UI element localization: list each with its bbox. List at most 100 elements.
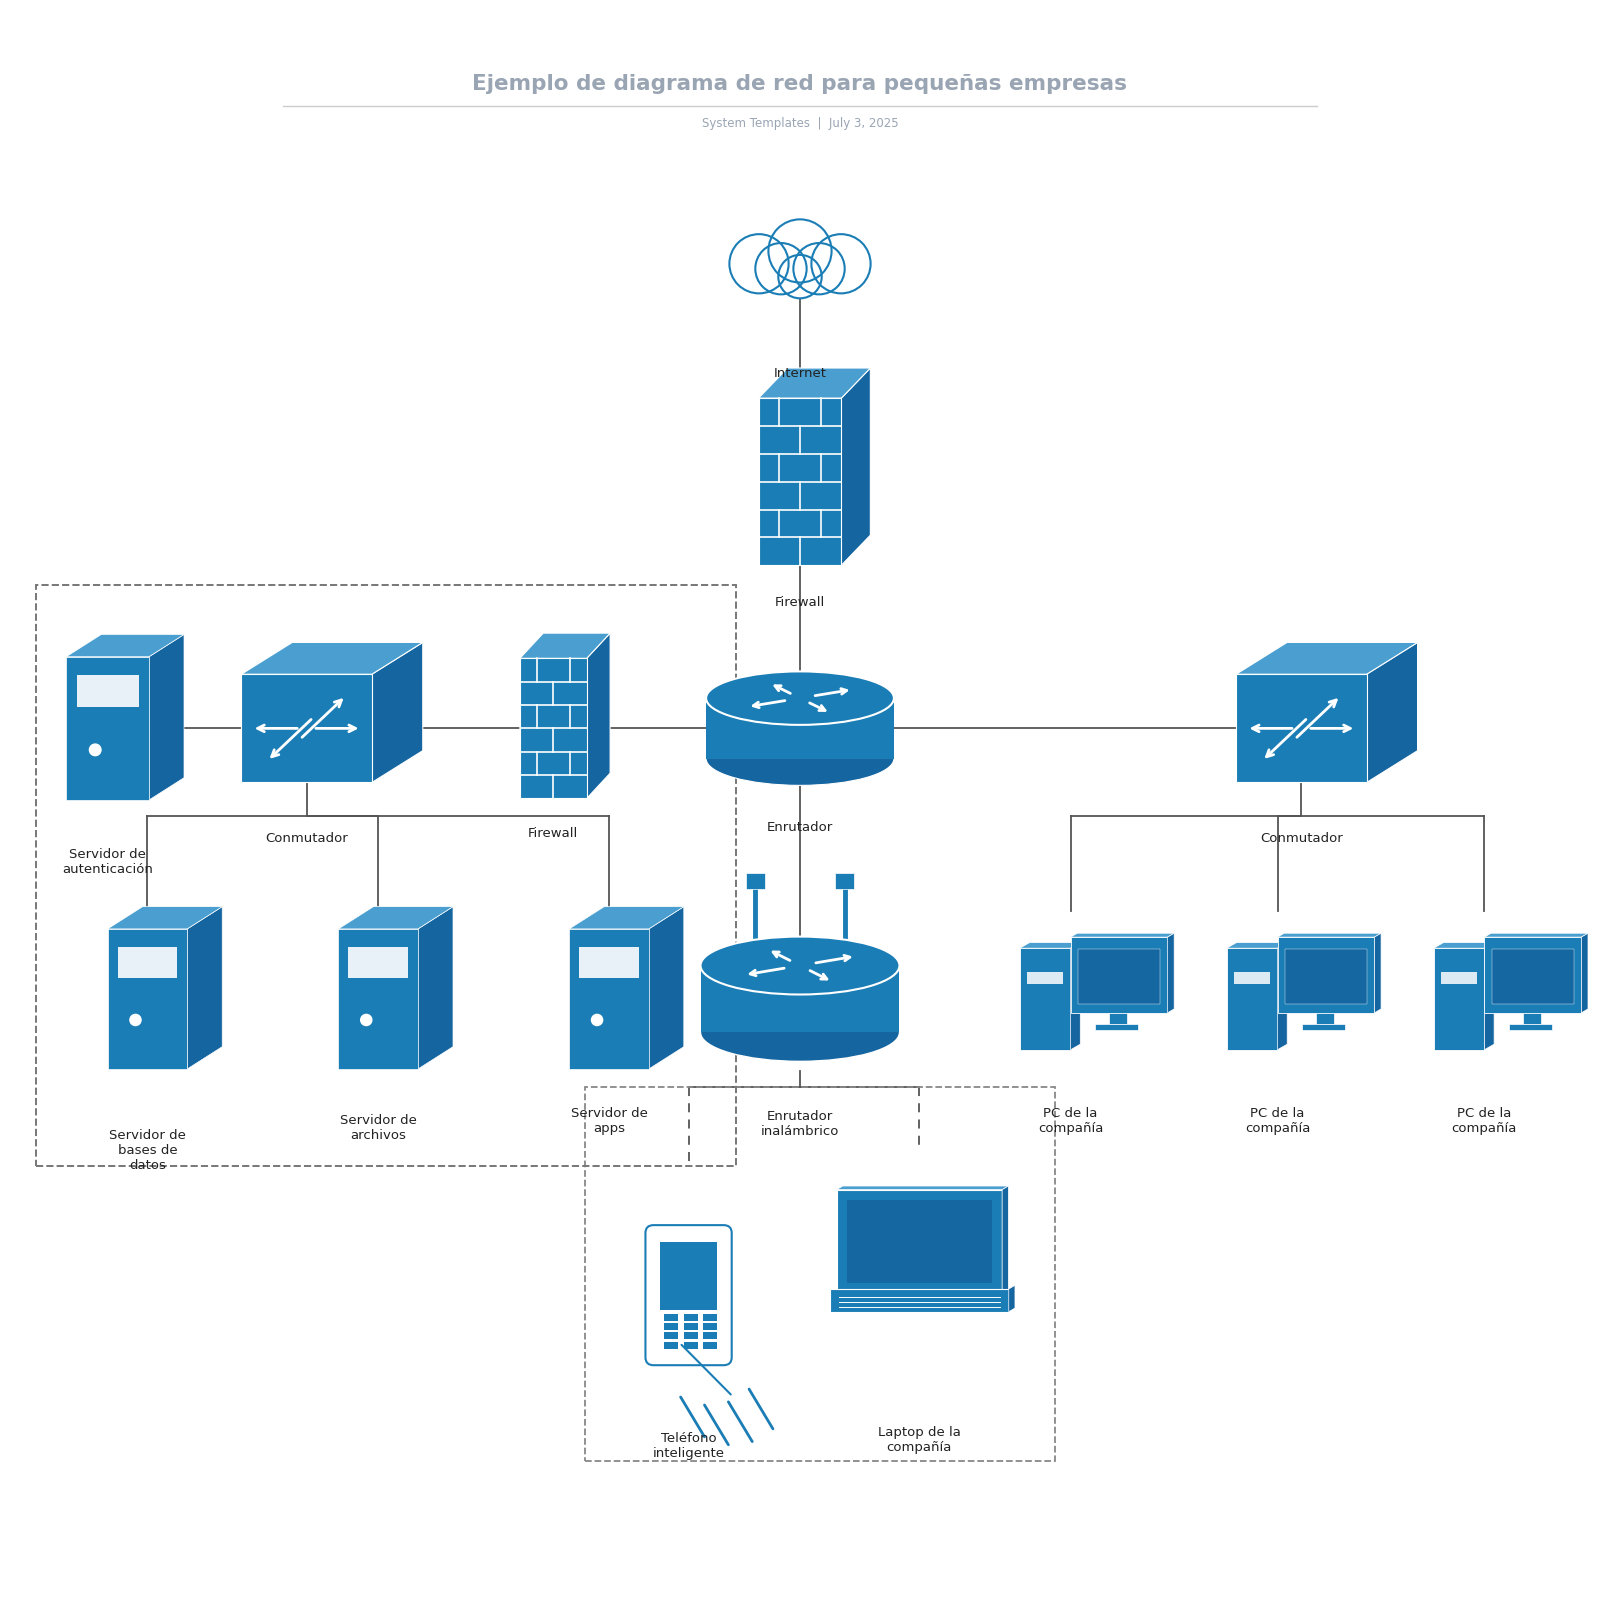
Polygon shape	[1374, 933, 1381, 1013]
Circle shape	[794, 243, 845, 294]
Circle shape	[755, 243, 806, 294]
FancyBboxPatch shape	[1302, 1024, 1346, 1030]
Circle shape	[768, 219, 832, 283]
FancyBboxPatch shape	[683, 1342, 698, 1349]
Polygon shape	[1002, 1186, 1008, 1293]
Text: System Templates  |  July 3, 2025: System Templates | July 3, 2025	[702, 117, 898, 130]
Text: Enrutador: Enrutador	[766, 821, 834, 834]
Text: PC de la
compañía: PC de la compañía	[1451, 1107, 1517, 1134]
Text: Laptop de la
compañía: Laptop de la compañía	[878, 1426, 962, 1453]
Ellipse shape	[706, 731, 894, 786]
FancyBboxPatch shape	[1442, 971, 1477, 984]
Polygon shape	[66, 635, 184, 656]
Polygon shape	[1277, 942, 1286, 1050]
FancyBboxPatch shape	[1493, 949, 1573, 1003]
Polygon shape	[837, 1186, 1008, 1190]
FancyBboxPatch shape	[1277, 938, 1374, 1013]
FancyBboxPatch shape	[837, 1190, 1002, 1293]
FancyBboxPatch shape	[1019, 949, 1070, 1050]
Polygon shape	[339, 907, 453, 930]
Polygon shape	[758, 368, 870, 398]
FancyBboxPatch shape	[242, 674, 371, 782]
FancyBboxPatch shape	[835, 874, 854, 890]
Polygon shape	[1227, 942, 1286, 949]
FancyBboxPatch shape	[107, 930, 187, 1069]
FancyBboxPatch shape	[1317, 1013, 1334, 1024]
Polygon shape	[1070, 933, 1174, 938]
Polygon shape	[1070, 942, 1080, 1050]
FancyBboxPatch shape	[1509, 1024, 1552, 1030]
FancyBboxPatch shape	[701, 965, 899, 1032]
FancyBboxPatch shape	[846, 1200, 992, 1283]
Polygon shape	[520, 634, 610, 658]
Polygon shape	[1237, 643, 1418, 674]
Ellipse shape	[706, 672, 894, 725]
FancyBboxPatch shape	[1434, 949, 1485, 1050]
Polygon shape	[1581, 933, 1587, 1013]
Text: Servidor de
archivos: Servidor de archivos	[339, 1114, 416, 1141]
Text: Internet: Internet	[773, 366, 827, 381]
Polygon shape	[242, 643, 422, 674]
Polygon shape	[1008, 1285, 1014, 1312]
FancyBboxPatch shape	[664, 1323, 678, 1330]
Polygon shape	[107, 907, 222, 930]
FancyBboxPatch shape	[704, 1333, 717, 1339]
FancyBboxPatch shape	[683, 1314, 698, 1320]
FancyBboxPatch shape	[706, 698, 894, 758]
Circle shape	[778, 254, 822, 298]
Circle shape	[730, 234, 789, 293]
Circle shape	[592, 1014, 603, 1026]
Text: Firewall: Firewall	[774, 597, 826, 610]
Polygon shape	[187, 907, 222, 1069]
FancyBboxPatch shape	[664, 1333, 678, 1339]
FancyBboxPatch shape	[570, 930, 648, 1069]
Text: Servidor de
apps: Servidor de apps	[571, 1107, 648, 1134]
Polygon shape	[570, 907, 683, 930]
Ellipse shape	[701, 1003, 899, 1061]
Polygon shape	[1277, 933, 1381, 938]
FancyBboxPatch shape	[349, 947, 408, 978]
Circle shape	[130, 1014, 141, 1026]
Text: Conmutador: Conmutador	[266, 832, 347, 845]
Text: Servidor de
bases de
datos: Servidor de bases de datos	[109, 1130, 186, 1173]
Text: Enrutador
inalámbrico: Enrutador inalámbrico	[762, 1110, 838, 1138]
FancyBboxPatch shape	[704, 1342, 717, 1349]
FancyBboxPatch shape	[1109, 1013, 1126, 1024]
Circle shape	[811, 234, 870, 293]
Polygon shape	[648, 907, 683, 1069]
FancyBboxPatch shape	[1027, 971, 1062, 984]
Polygon shape	[1019, 942, 1080, 949]
Text: PC de la
compañía: PC de la compañía	[1038, 1107, 1104, 1134]
FancyBboxPatch shape	[830, 1290, 1008, 1312]
FancyBboxPatch shape	[520, 658, 587, 798]
Text: Ejemplo de diagrama de red para pequeñas empresas: Ejemplo de diagrama de red para pequeñas…	[472, 74, 1128, 94]
Text: Servidor de
autenticación: Servidor de autenticación	[62, 848, 154, 875]
Polygon shape	[371, 643, 422, 782]
FancyBboxPatch shape	[66, 656, 149, 800]
Text: Teléfono
inteligente: Teléfono inteligente	[653, 1432, 725, 1459]
FancyBboxPatch shape	[661, 1242, 717, 1310]
FancyBboxPatch shape	[683, 1323, 698, 1330]
FancyBboxPatch shape	[664, 1342, 678, 1349]
FancyBboxPatch shape	[683, 1333, 698, 1339]
FancyBboxPatch shape	[704, 1323, 717, 1330]
FancyBboxPatch shape	[1070, 938, 1168, 1013]
Circle shape	[360, 1014, 371, 1026]
Circle shape	[90, 744, 101, 755]
FancyBboxPatch shape	[1237, 674, 1366, 782]
FancyBboxPatch shape	[645, 1226, 731, 1365]
FancyBboxPatch shape	[1485, 938, 1581, 1013]
Ellipse shape	[701, 936, 899, 995]
Polygon shape	[149, 635, 184, 800]
Polygon shape	[1485, 942, 1494, 1050]
Polygon shape	[1485, 933, 1587, 938]
Text: PC de la
compañía: PC de la compañía	[1245, 1107, 1310, 1134]
Polygon shape	[1168, 933, 1174, 1013]
Polygon shape	[1434, 942, 1494, 949]
FancyBboxPatch shape	[1227, 949, 1277, 1050]
FancyBboxPatch shape	[1078, 949, 1160, 1003]
FancyBboxPatch shape	[704, 1314, 717, 1320]
Text: Firewall: Firewall	[528, 827, 579, 840]
FancyBboxPatch shape	[339, 930, 418, 1069]
Polygon shape	[587, 634, 610, 798]
